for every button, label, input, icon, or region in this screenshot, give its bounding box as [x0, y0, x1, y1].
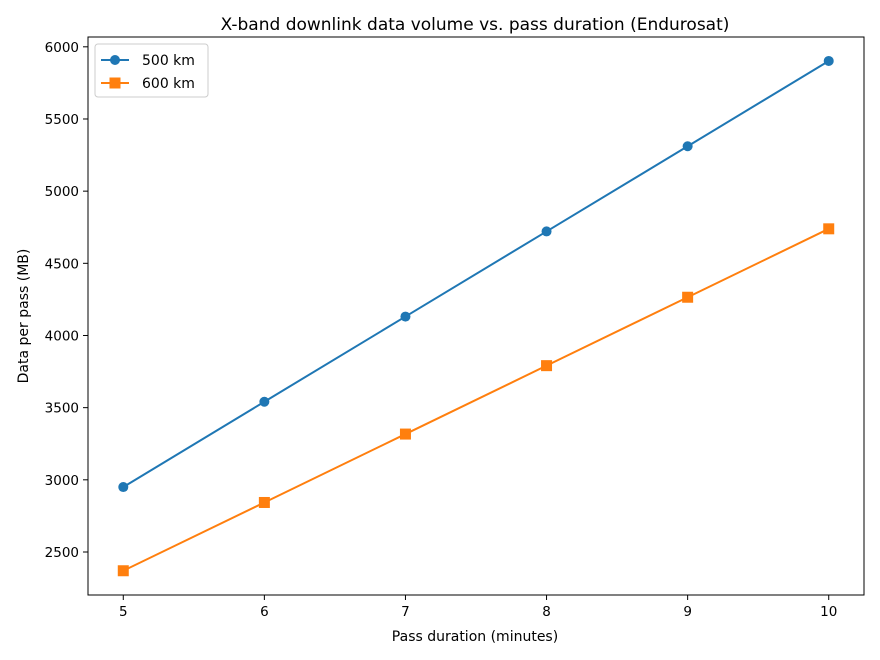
data-point: [118, 482, 129, 493]
series-line: [122, 227, 830, 572]
data-point: [823, 55, 834, 66]
plot-area: [87, 36, 865, 596]
legend-item: 600 km: [101, 76, 195, 92]
legend-label: 500 km: [142, 53, 195, 69]
series-layer: [117, 55, 835, 577]
y-tick-label: 5500: [45, 112, 79, 128]
data-point: [541, 226, 552, 237]
data-point: [117, 565, 129, 577]
x-tick-label: 6: [260, 604, 269, 620]
y-tick-label: 3000: [45, 473, 79, 489]
y-tick-label: 4500: [45, 256, 79, 272]
plot-frame: [87, 36, 865, 596]
data-point: [400, 311, 411, 322]
data-point: [399, 428, 411, 440]
series-0: [118, 55, 834, 493]
data-point: [258, 496, 270, 508]
series-1: [117, 223, 835, 577]
y-axis: 2500 3000 3500 4000 4500 5000 5500 6000: [45, 40, 88, 561]
data-point: [259, 396, 270, 407]
y-tick-label: 4000: [45, 328, 79, 344]
y-axis-label: Data per pass (MB): [16, 249, 32, 384]
legend-item: 500 km: [101, 53, 195, 69]
legend: 500 km 600 km: [94, 43, 209, 98]
x-tick-label: 7: [401, 604, 410, 620]
y-tick-label: 5000: [45, 184, 79, 200]
data-point: [682, 291, 694, 303]
series-line: [122, 60, 830, 488]
y-tick-label: 2500: [45, 545, 79, 561]
y-tick-label: 3500: [45, 401, 79, 417]
data-point: [823, 223, 835, 235]
x-axis-label: Pass duration (minutes): [392, 629, 558, 645]
x-tick-label: 10: [820, 604, 837, 620]
x-tick-label: 8: [542, 604, 551, 620]
chart-title: X-band downlink data volume vs. pass dur…: [221, 15, 730, 35]
y-tick-label: 6000: [45, 40, 79, 56]
x-tick-label: 5: [119, 604, 128, 620]
legend-label: 600 km: [142, 76, 195, 92]
legend-marker: [110, 55, 120, 65]
data-point: [682, 141, 693, 152]
x-axis: 5 6 7 8 9 10: [119, 595, 837, 620]
x-tick-label: 9: [683, 604, 692, 620]
data-point: [541, 360, 553, 372]
legend-marker: [109, 77, 121, 89]
